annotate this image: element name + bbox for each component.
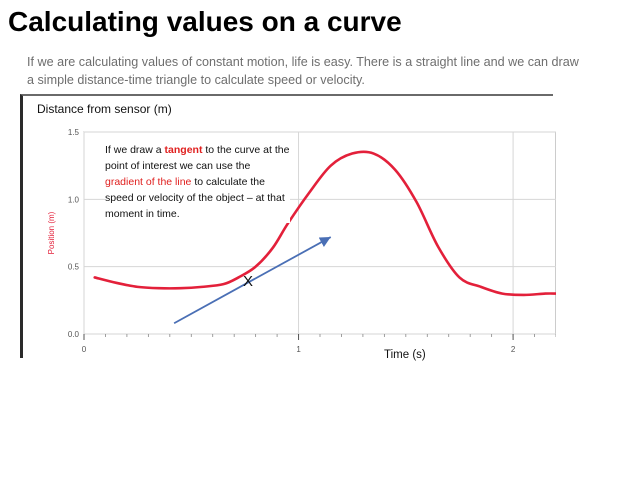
distance-axis-label: Distance from sensor (m) [37, 102, 176, 116]
callout-text-3: to calculate the speed or velocity of th… [105, 175, 285, 220]
y-tick-label: 1.5 [68, 128, 80, 137]
callout-text-2: to the curve at the point of interest we… [105, 144, 290, 172]
y-tick-label: 0.5 [68, 263, 80, 272]
x-tick-label: 1 [296, 345, 301, 354]
y-tick-label: 1.0 [68, 195, 80, 204]
tangent-arrow [173, 236, 332, 325]
position-time-chart: 0.0 0.5 1.0 1.5 0 1 2 Position (m) [47, 128, 556, 354]
slide-title: Calculating values on a curve [8, 6, 402, 37]
x-tick-label: 2 [511, 345, 516, 354]
callout-tangent-word: tangent [164, 144, 203, 156]
callout-text-1: If we draw a [105, 144, 165, 156]
point-of-interest-label: X [243, 273, 254, 290]
position-series-line [93, 150, 556, 297]
tangent-callout: If we draw a tangent to the curve at the… [105, 143, 290, 223]
y-axis-label: Position (m) [47, 211, 56, 254]
time-axis-label: Time (s) [384, 349, 426, 361]
x-tick-label: 0 [82, 345, 87, 354]
intro-text: If we are calculating values of constant… [27, 55, 579, 87]
y-tick-label: 0.0 [68, 330, 80, 339]
chart-figure: 0.0 0.5 1.0 1.5 0 1 2 Position (m) [20, 94, 556, 358]
callout-gradient-phrase: gradient of the line [105, 175, 192, 188]
